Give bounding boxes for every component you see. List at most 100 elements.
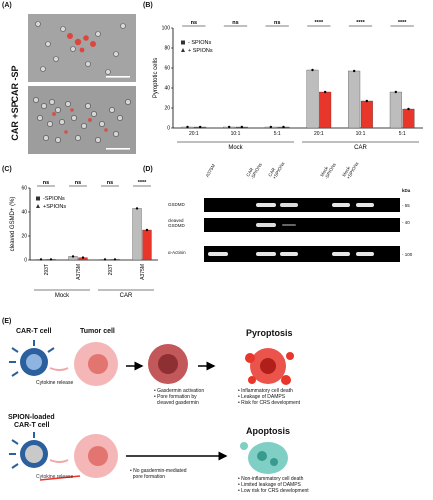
x-tick-label: 10:1 xyxy=(356,131,366,137)
tumor-cell-icon-2 xyxy=(74,434,118,478)
blot-actinin xyxy=(204,246,400,262)
x-tick-label: 20:1 xyxy=(189,131,199,137)
apoptotic-cell-icon xyxy=(240,442,288,474)
y-tick-label: 20 xyxy=(21,234,27,240)
y-tick-label: 40 xyxy=(21,210,27,216)
marker-40: - 40 xyxy=(402,220,410,225)
pyroptosis-burst-icon xyxy=(245,348,294,385)
kda-label: kDa xyxy=(402,188,411,193)
data-point xyxy=(365,99,369,103)
marker-100: - 100 xyxy=(402,252,413,257)
step2-line1: • No gasdermin-mediated xyxy=(130,468,187,474)
panel-label-c: (C) xyxy=(2,166,12,173)
red-cells-top xyxy=(67,33,96,53)
lane-car-minus: CAR -SPIONs xyxy=(245,162,263,180)
x-tick-label: A375M xyxy=(140,264,146,280)
group-label: Mock xyxy=(55,293,70,299)
step1-line1: • Gasdermin activation xyxy=(154,388,205,394)
schematic-drawing xyxy=(9,340,294,481)
lane-mock-minus: Mock -SPIONs xyxy=(319,162,337,180)
outcome1-line2: • Leakage of DAMPS xyxy=(238,394,286,400)
legend-swatch-plus xyxy=(36,204,40,208)
legend-label-plus: +SPIONs xyxy=(43,204,66,210)
panel-e-schematic: CAR-T cell Tumor cell Pyroptosis Cytokin… xyxy=(0,328,433,500)
y-tick-label: 0 xyxy=(167,126,170,132)
step1-line3: cleaved gasdermin xyxy=(154,400,199,406)
cytokine-label: Cytokine release xyxy=(36,380,74,386)
significance-label: ns xyxy=(107,180,113,186)
group-label: CAR xyxy=(354,145,367,151)
car-t-cell-icon xyxy=(9,340,55,377)
label-car-plus-sp: CAR +SP xyxy=(10,101,20,141)
x-tick-label: 10:1 xyxy=(231,131,241,137)
bar-plus-spions xyxy=(360,100,373,129)
outcome2-line2: • Limited leakage of DAMPS xyxy=(238,482,301,488)
spion-title-line1: SPION-loaded xyxy=(8,414,55,421)
outcome2-line1: • Non-inflammatory cell death xyxy=(238,476,304,482)
scale-bar-top xyxy=(106,76,130,78)
outcome-apoptosis: • Non-inflammatory cell death • Limited … xyxy=(238,476,309,494)
data-point xyxy=(394,90,398,94)
spion-title-line2: CAR-T cell xyxy=(14,422,50,429)
tumor-title: Tumor cell xyxy=(80,328,115,335)
bar-plus-spions xyxy=(142,229,152,261)
bar-minus-spions xyxy=(306,69,319,129)
data-point xyxy=(71,255,75,258)
panel-label-d: (D) xyxy=(143,166,153,173)
data-point xyxy=(81,256,85,259)
data-point xyxy=(198,125,202,129)
panel-d-western: GSDMD cleaved GSDMD α-Actinin A375M CAR … xyxy=(168,161,430,314)
significance-label: ns xyxy=(274,20,280,26)
significance-label: ns xyxy=(191,20,197,26)
pyroptotic-cell-icon xyxy=(148,344,188,384)
cells-bottom xyxy=(33,97,131,143)
pyroptosis-title: Pyroptosis xyxy=(246,328,293,338)
data-point xyxy=(186,125,189,129)
car-t-title: CAR-T cell xyxy=(16,328,52,335)
data-point xyxy=(113,258,117,261)
x-tick-label: 5:1 xyxy=(274,131,281,137)
blot-images xyxy=(204,198,400,262)
data-point xyxy=(240,125,244,129)
spion-car-t-title: SPION-loaded CAR-T cell xyxy=(8,414,55,430)
steps-apoptosis: • No gasdermin-mediated pore formation xyxy=(130,468,187,480)
panel-label-a: (A) xyxy=(2,2,12,9)
data-point xyxy=(103,258,107,261)
significance-label: ns xyxy=(43,180,49,186)
data-point xyxy=(39,258,43,261)
significance-label: **** xyxy=(138,180,147,186)
marker-55: - 55 xyxy=(402,203,410,208)
significance-label: **** xyxy=(356,20,365,26)
tumor-cell-icon xyxy=(74,342,118,386)
scale-bar-bottom xyxy=(106,148,130,150)
legend-label-minus: - SPIONs xyxy=(188,40,211,46)
significance-label: **** xyxy=(398,20,407,26)
outcome2-line3: • Low risk for CRS development xyxy=(238,488,309,494)
blot-cleaved-gsdmd xyxy=(204,218,400,232)
cytokine-label-2: Cytokine release xyxy=(36,474,74,480)
row-label-gsdmd: GSDMD xyxy=(168,202,185,207)
data-point xyxy=(311,68,314,72)
data-point xyxy=(407,107,410,111)
x-tick-label: 293T xyxy=(44,264,50,275)
cells-top xyxy=(35,21,126,75)
bar-minus-spions xyxy=(132,208,142,261)
data-point xyxy=(145,228,149,232)
data-point xyxy=(282,125,285,129)
spion-car-t-cell-icon xyxy=(9,432,48,469)
x-tick-label: 20:1 xyxy=(314,131,324,137)
panel-label-e: (E) xyxy=(2,318,12,325)
y-tick-label: 40 xyxy=(164,86,170,92)
label-car-plus-sp-wrap: CAR +SP xyxy=(4,0,26,140)
group-label: Mock xyxy=(228,145,243,151)
y-tick-label: 60 xyxy=(21,186,27,192)
y-tick-label: 100 xyxy=(162,26,171,32)
data-point xyxy=(352,69,356,73)
y-axis-label: cleaved GSMD+ (%) xyxy=(10,197,16,252)
panel-a-labels: CAR -SP CAR +SP xyxy=(4,14,26,154)
panel-b-chart: 0 20 40 60 80 100 Pyroptotic cells 20:1 ns 10:1 ns… xyxy=(153,20,423,151)
red-cells-bottom xyxy=(52,108,108,134)
y-tick-label: 60 xyxy=(164,66,170,72)
legend-label-minus: -SPIONs xyxy=(43,196,65,202)
legend-swatch-minus xyxy=(36,196,40,201)
